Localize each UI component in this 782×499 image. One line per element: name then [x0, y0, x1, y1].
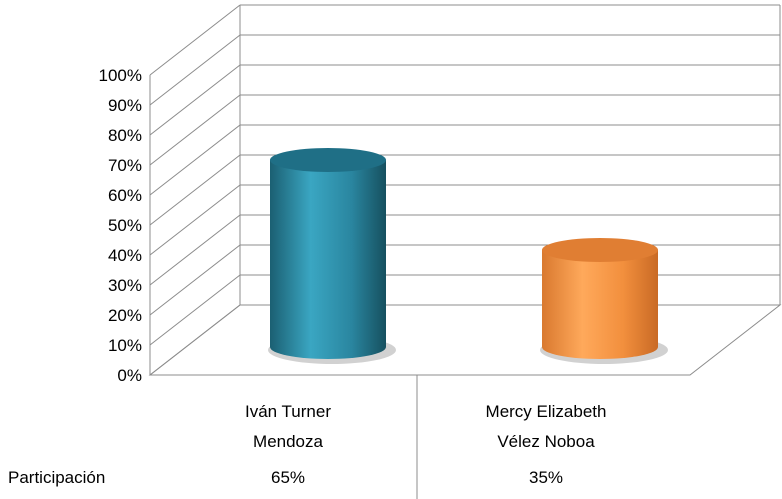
- y-axis: 0% 10% 20% 30% 40% 50% 60% 70% 80% 90% 100%: [99, 66, 142, 385]
- gridline-diagonal: [149, 34, 241, 106]
- y-tick-label: 10%: [108, 336, 142, 355]
- bar-top: [542, 238, 658, 262]
- y-tick-label: 20%: [108, 306, 142, 325]
- y-tick-label: 50%: [108, 216, 142, 235]
- y-tick-label: 40%: [108, 246, 142, 265]
- gridline-diagonal: [149, 154, 241, 226]
- category-label-2-line-1: Mercy Elizabeth: [486, 402, 607, 421]
- category-label-1-line-2: Mendoza: [253, 432, 323, 451]
- bar-body: [270, 160, 386, 359]
- bar-top: [270, 148, 386, 172]
- gridline-diagonal: [149, 184, 241, 256]
- category-label-2-line-2: Vélez Noboa: [497, 432, 595, 451]
- gridline-diagonal: [149, 4, 241, 76]
- gridline-diagonal: [149, 64, 241, 136]
- bar-2: [540, 238, 668, 364]
- gridline-diagonal: [149, 244, 241, 316]
- category-table: Iván Turner Mendoza Mercy Elizabeth Véle…: [8, 375, 606, 499]
- y-tick-label: 0%: [117, 366, 142, 385]
- gridline-diagonal: [149, 124, 241, 196]
- gridline-diagonal: [149, 94, 241, 166]
- y-tick-label: 80%: [108, 126, 142, 145]
- y-tick-label: 60%: [108, 186, 142, 205]
- gridline-diagonal: [149, 274, 241, 346]
- y-tick-label: 30%: [108, 276, 142, 295]
- gridline-diagonal: [149, 304, 241, 376]
- y-tick-label: 70%: [108, 156, 142, 175]
- bar-1: [268, 148, 396, 364]
- category-label-1-line-1: Iván Turner: [245, 402, 331, 421]
- y-tick-label: 90%: [108, 96, 142, 115]
- bars: [268, 148, 668, 364]
- row-value-1: 65%: [271, 468, 305, 487]
- y-tick-label: 100%: [99, 66, 142, 85]
- bar-body: [542, 250, 658, 359]
- gridline-diagonal: [149, 214, 241, 286]
- plot-grid: [148, 4, 782, 376]
- row-header-participacion: Participación: [8, 468, 105, 487]
- floor-plane: [148, 304, 782, 376]
- row-value-2: 35%: [529, 468, 563, 487]
